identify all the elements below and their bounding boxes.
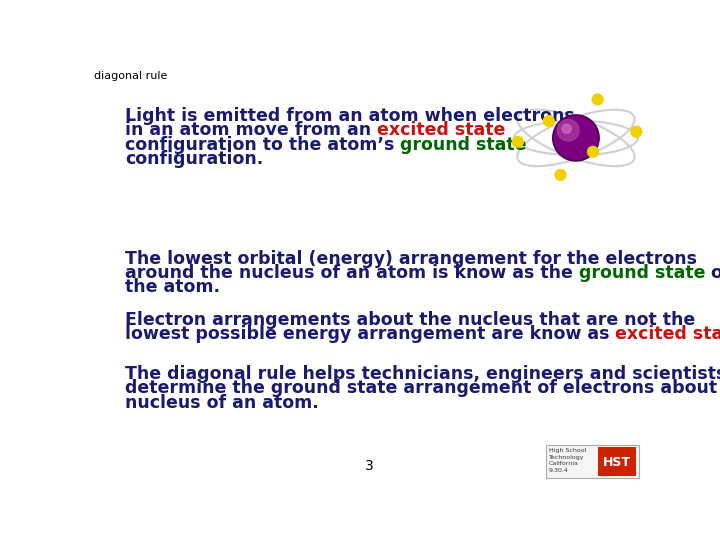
- Circle shape: [593, 94, 603, 105]
- Text: around the nucleus of an atom is know as the: around the nucleus of an atom is know as…: [125, 264, 579, 282]
- Text: ground state: ground state: [579, 264, 706, 282]
- Circle shape: [554, 117, 598, 159]
- Text: The diagonal rule helps technicians, engineers and scientists: The diagonal rule helps technicians, eng…: [125, 365, 720, 383]
- Text: Electron arrangements about the nucleus that are not the: Electron arrangements about the nucleus …: [125, 311, 695, 329]
- Circle shape: [562, 124, 571, 133]
- Circle shape: [544, 116, 554, 126]
- Text: diagonal rule: diagonal rule: [94, 71, 167, 81]
- FancyBboxPatch shape: [598, 447, 636, 476]
- Circle shape: [557, 119, 579, 141]
- Text: configuration to the atom’s: configuration to the atom’s: [125, 136, 400, 154]
- Text: excited state: excited state: [377, 122, 505, 139]
- Text: excited states: excited states: [616, 326, 720, 343]
- Text: ground state: ground state: [400, 136, 527, 154]
- Circle shape: [553, 115, 599, 161]
- Circle shape: [513, 137, 523, 147]
- Text: determine the ground state arrangement of electrons about the: determine the ground state arrangement o…: [125, 379, 720, 397]
- Text: The lowest orbital (energy) arrangement for the electrons: The lowest orbital (energy) arrangement …: [125, 249, 697, 268]
- Circle shape: [588, 146, 598, 157]
- Text: nucleus of an atom.: nucleus of an atom.: [125, 394, 319, 411]
- Text: HST: HST: [603, 456, 631, 469]
- Text: of: of: [706, 264, 720, 282]
- Text: configuration.: configuration.: [125, 150, 263, 168]
- Text: the atom.: the atom.: [125, 278, 220, 296]
- FancyBboxPatch shape: [546, 445, 639, 477]
- Circle shape: [555, 170, 566, 180]
- Text: 3: 3: [364, 459, 374, 473]
- Text: High School
Technology
California
9.30.4: High School Technology California 9.30.4: [549, 448, 586, 473]
- Text: lowest possible energy arrangement are know as: lowest possible energy arrangement are k…: [125, 326, 616, 343]
- Text: Light is emitted from an atom when electrons: Light is emitted from an atom when elect…: [125, 107, 575, 125]
- Circle shape: [631, 126, 642, 137]
- Text: in an atom move from an: in an atom move from an: [125, 122, 377, 139]
